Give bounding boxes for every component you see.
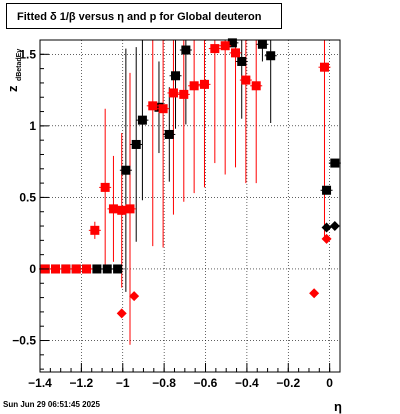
error-bars — [94, 40, 325, 345]
data-point-diamond — [116, 308, 127, 319]
x-tick-label: −0.4 — [235, 376, 259, 390]
x-tick-label: −0.6 — [194, 376, 218, 390]
x-tick-label: 0 — [326, 376, 333, 390]
y-axis-label-main: z — [5, 85, 20, 92]
data-point-diamond — [321, 222, 332, 233]
data-point-diamond — [309, 288, 320, 299]
axis-ticks — [39, 53, 331, 372]
data-point-diamond — [329, 221, 340, 232]
y-axis-label: z dBetadEv — [4, 49, 23, 92]
y-tick-label: −0.5 — [12, 334, 36, 348]
y-tick-label: 0.5 — [19, 190, 36, 204]
y-axis-label-sub: dBetadEv — [16, 49, 23, 81]
x-tick-label: −0.2 — [276, 376, 300, 390]
x-tick-label: −1.2 — [70, 376, 94, 390]
data-markers — [39, 38, 341, 319]
chart-title: Fitted δ 1/β versus η and p for Global d… — [6, 3, 282, 29]
data-point-diamond — [129, 291, 140, 302]
y-tick-label: 0 — [29, 262, 36, 276]
y-tick-label: 1 — [29, 119, 36, 133]
y-tick-label: 1.5 — [19, 47, 36, 61]
tick-labels: −1.4 −1.2 −1 −0.8 −0.6 −0.4 −0.2 0 −0.5 0 0.5 1 1.5 — [12, 47, 333, 390]
timestamp-footer: Sun Jun 29 06:51:45 2025 — [3, 400, 100, 409]
plot-frame — [39, 39, 341, 373]
x-tick-label: −1 — [116, 376, 130, 390]
data-point-diamond — [321, 233, 332, 244]
x-axis-label: η — [334, 399, 342, 414]
x-tick-label: −0.8 — [152, 376, 176, 390]
x-tick-label: −1.4 — [28, 376, 52, 390]
